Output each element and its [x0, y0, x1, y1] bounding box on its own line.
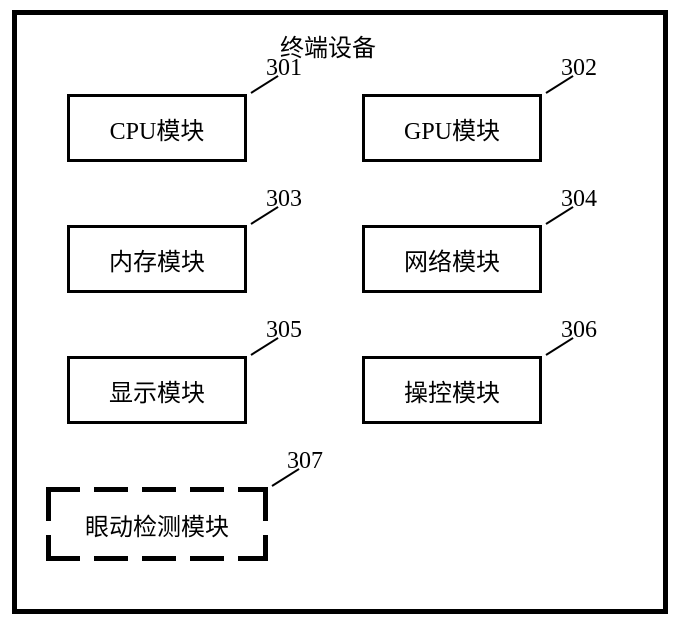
dash-segment [142, 556, 176, 561]
module-box-303: 内存模块 [67, 225, 247, 293]
module-box-304: 网络模块 [362, 225, 542, 293]
dash-segment [190, 487, 224, 492]
module-box-307: 眼动检测模块 [46, 487, 268, 561]
dash-segment [190, 556, 224, 561]
module-label: GPU模块 [404, 111, 500, 146]
module-label: 内存模块 [109, 242, 205, 277]
dash-segment [46, 535, 51, 561]
module-label: 操控模块 [404, 373, 500, 408]
dash-segment [263, 487, 268, 521]
module-box-302: GPU模块 [362, 94, 542, 162]
module-box-306: 操控模块 [362, 356, 542, 424]
module-label: 网络模块 [404, 242, 500, 277]
dash-segment [94, 556, 128, 561]
module-label: CPU模块 [110, 111, 205, 146]
module-box-305: 显示模块 [67, 356, 247, 424]
module-label: 眼动检测模块 [85, 507, 229, 542]
dash-segment [263, 535, 268, 561]
module-label: 显示模块 [109, 373, 205, 408]
dash-segment [46, 556, 80, 561]
dash-segment [46, 487, 51, 521]
dash-segment [46, 487, 80, 492]
dash-segment [142, 487, 176, 492]
module-box-301: CPU模块 [67, 94, 247, 162]
dash-segment [94, 487, 128, 492]
